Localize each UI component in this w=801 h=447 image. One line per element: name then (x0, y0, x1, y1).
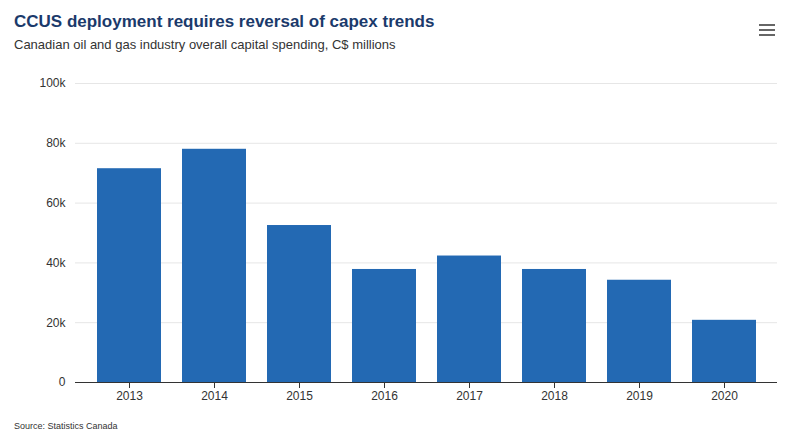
html-text:Canadian oil and gas industry: Canadian oil and gas industry overall ca… (14, 37, 396, 52)
svg-text:2014: 2014 (201, 389, 228, 403)
svg-text:60k: 60k (46, 196, 66, 210)
svg-text:2013: 2013 (116, 389, 143, 403)
svg-text:2019: 2019 (626, 389, 653, 403)
svg-text:40k: 40k (46, 256, 66, 270)
svg-text:100k: 100k (39, 76, 66, 90)
svg-text:20k: 20k (46, 316, 66, 330)
svg-text:2015: 2015 (286, 389, 313, 403)
svg-text:2018: 2018 (541, 389, 568, 403)
svg-text:2017: 2017 (456, 389, 483, 403)
svg-text:2020: 2020 (711, 389, 738, 403)
svg-text:80k: 80k (46, 136, 66, 150)
html-text:CCUS deployment requires rever: CCUS deployment requires reversal of cap… (14, 12, 435, 31)
svg-text:0: 0 (59, 375, 66, 389)
html-text:Source: Statistics Canada: Source: Statistics Canada (14, 421, 118, 431)
svg-text:2016: 2016 (371, 389, 398, 403)
